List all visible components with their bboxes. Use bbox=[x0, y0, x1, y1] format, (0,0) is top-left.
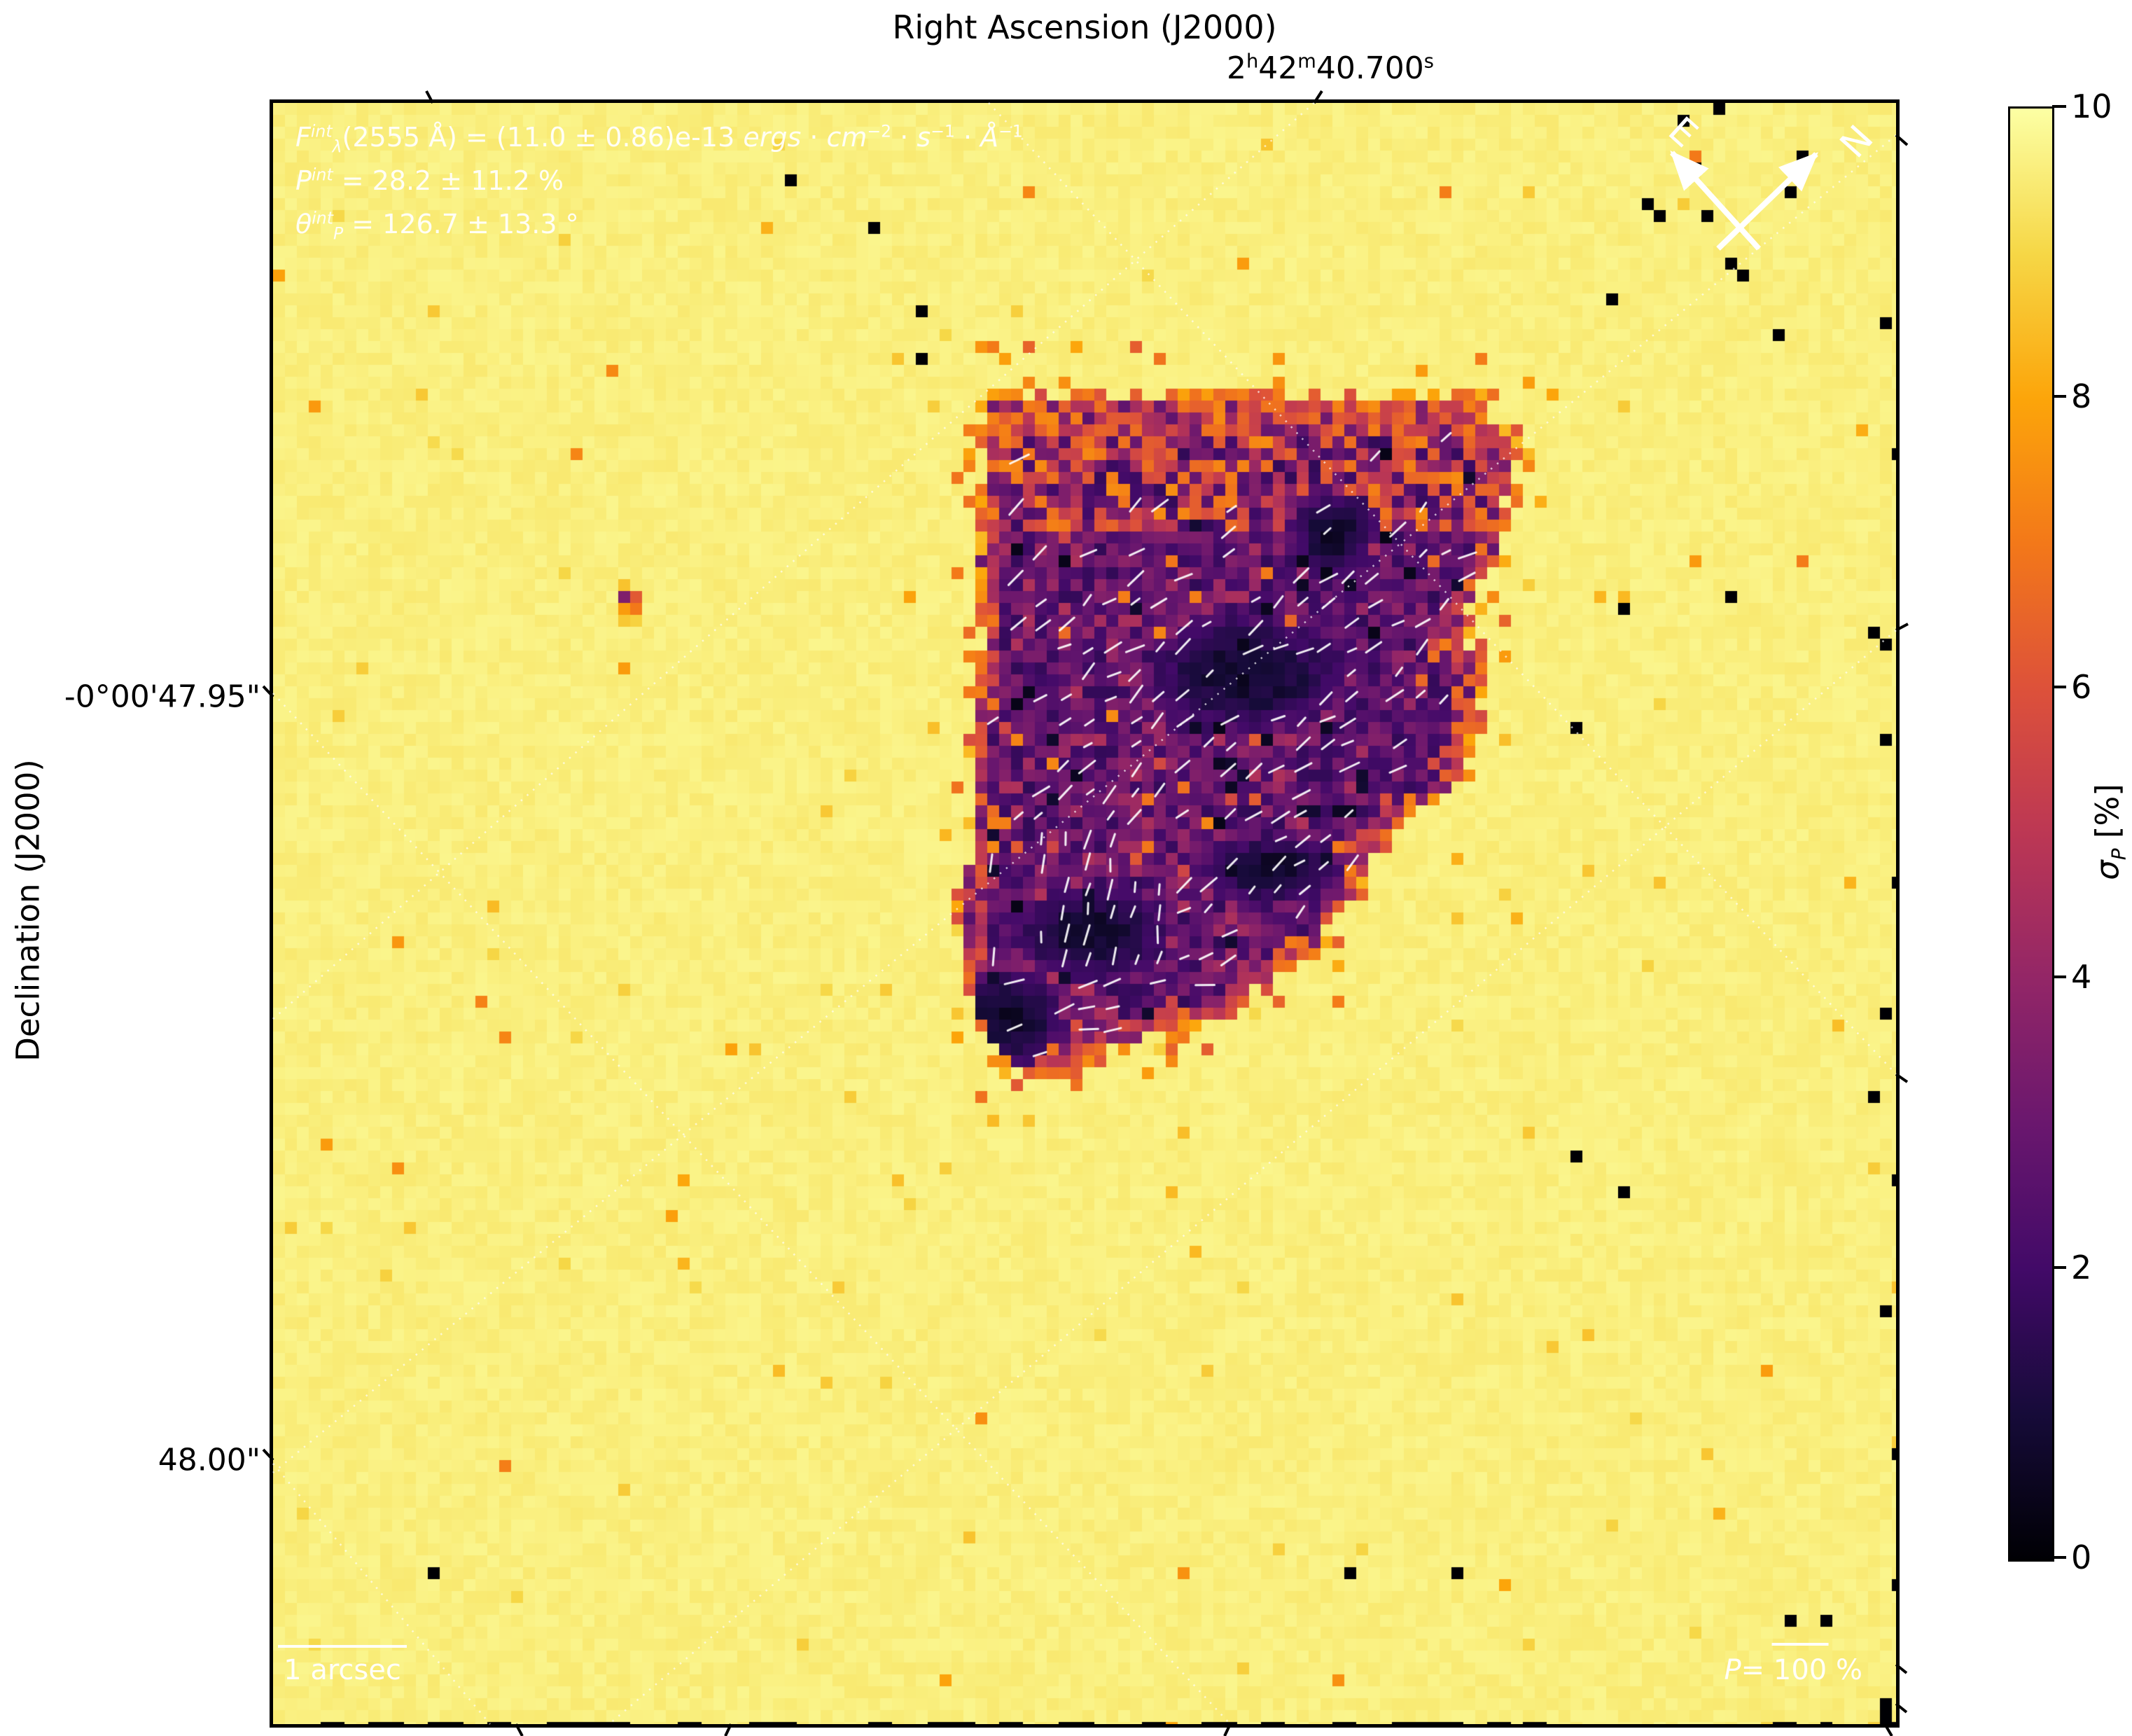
dec-tick-label-lower: 48.00" bbox=[158, 1442, 260, 1478]
sigma-p-heatmap bbox=[273, 103, 1896, 1724]
colorbar-tick-label: 0 bbox=[2071, 1539, 2092, 1576]
ra-tick-label: 2h42m40.700s bbox=[1226, 50, 1435, 86]
polarization-line: Pint = 28.2 ± 11.2 % bbox=[295, 165, 564, 196]
colorbar-tick-mark bbox=[2052, 395, 2066, 398]
colorbar-label: σP [%] bbox=[2089, 784, 2131, 880]
colorbar-tick-label: 4 bbox=[2071, 958, 2092, 997]
colorbar-gradient bbox=[2008, 106, 2054, 1562]
angle-line: θintP = 126.7 ± 13.3 ° bbox=[295, 208, 579, 244]
colorbar-tick-mark bbox=[2052, 685, 2066, 688]
colorbar-tick-mark bbox=[2052, 105, 2066, 108]
flux-line: Fintλ(2555 Å) = (11.0 ± 0.86)e-13 ergs ·… bbox=[295, 121, 1023, 157]
colorbar-tick-mark bbox=[2052, 975, 2066, 979]
polarization-reference-label: P= 100 % bbox=[1724, 1654, 1862, 1686]
colorbar-tick-label: 10 bbox=[2071, 88, 2112, 125]
scalebar-line bbox=[278, 1645, 407, 1648]
x-axis-title: Right Ascension (J2000) bbox=[892, 8, 1277, 46]
colorbar-tick-mark bbox=[2052, 1265, 2066, 1269]
colorbar-tick-label: 2 bbox=[2071, 1248, 2092, 1286]
colorbar-tick-mark bbox=[2052, 1556, 2066, 1559]
colorbar-tick-label: 6 bbox=[2071, 667, 2092, 706]
integrated-measurements-annotation: Fintλ(2555 Å) = (11.0 ± 0.86)e-13 ergs ·… bbox=[295, 116, 1023, 246]
colorbar-tick-label: 8 bbox=[2071, 377, 2092, 416]
y-axis-title: Declination (J2000) bbox=[9, 759, 47, 1062]
dec-tick-label-upper: -0°00'47.95" bbox=[64, 679, 260, 715]
scalebar-label: 1 arcsec bbox=[284, 1654, 401, 1686]
